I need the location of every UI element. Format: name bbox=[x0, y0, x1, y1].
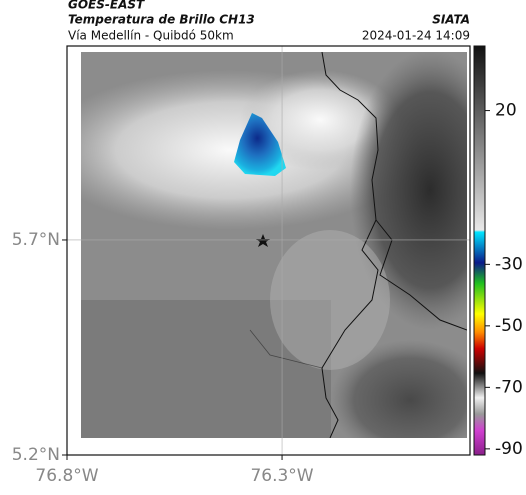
colorbar-tick-label: -90 bbox=[495, 439, 523, 459]
colorbar-tick-label: -70 bbox=[495, 377, 523, 397]
lat-tick-label: 5.7°N bbox=[12, 230, 60, 250]
datetime: 2024-01-24 14:09 bbox=[362, 29, 470, 43]
location: Vía Medellín - Quibdó 50km bbox=[68, 29, 234, 43]
colorbar-tick-label: -50 bbox=[495, 316, 523, 336]
map-frame bbox=[66, 45, 471, 456]
colorbar-ticks: 20 -30 -50 -70 -90 bbox=[485, 101, 523, 459]
lon-tick-label: 76.8°W bbox=[35, 466, 98, 486]
colorbar bbox=[473, 45, 486, 456]
product: Temperatura de Brillo CH13 bbox=[68, 13, 255, 27]
colorbar-tick-label: 20 bbox=[495, 101, 517, 121]
satellite-image bbox=[81, 52, 467, 438]
lat-tick-label: 5.2°N bbox=[12, 445, 60, 465]
satellite: GOES-EAST bbox=[68, 0, 145, 12]
agency: SIATA bbox=[432, 13, 470, 27]
colorbar-tick-label: -30 bbox=[495, 254, 523, 274]
lon-tick-label: 76.3°W bbox=[250, 466, 313, 486]
